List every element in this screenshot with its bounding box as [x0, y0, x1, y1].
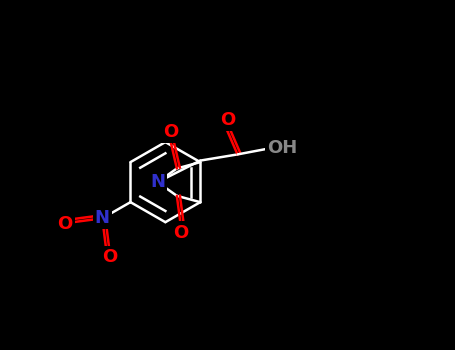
Text: O: O	[101, 248, 117, 266]
Text: O: O	[162, 123, 178, 141]
Text: OH: OH	[267, 139, 298, 157]
Text: O: O	[57, 216, 73, 233]
Text: O: O	[220, 111, 235, 129]
Text: N: N	[150, 173, 165, 191]
Text: N: N	[95, 209, 110, 228]
Text: O: O	[173, 224, 188, 241]
